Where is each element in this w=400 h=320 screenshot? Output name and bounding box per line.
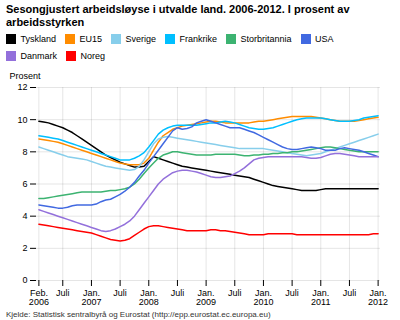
svg-text:Juli: Juli [343, 287, 357, 297]
svg-text:Jan.2012: Jan.2012 [368, 287, 388, 306]
html-text:Storbritannia: Storbritannia [240, 34, 292, 45]
svg-text:2: 2 [22, 243, 27, 253]
svg-text:4: 4 [22, 211, 27, 221]
svg-text:Feb.2006: Feb.2006 [29, 287, 49, 306]
svg-text:12: 12 [17, 82, 27, 92]
html-text:Noreg: Noreg [80, 50, 105, 61]
svg-text:Juli: Juli [228, 287, 242, 297]
svg-text:Juli: Juli [113, 287, 127, 297]
html-text:Danmark: Danmark [20, 50, 57, 61]
svg-text:Juli: Juli [285, 287, 299, 297]
svg-text:Juli: Juli [56, 287, 70, 297]
svg-text:Prosent: Prosent [10, 70, 42, 80]
svg-text:6: 6 [22, 178, 27, 188]
html-text:Sesongjustert arbeidsløyse i u: Sesongjustert arbeidsløyse i utvalde lan… [6, 3, 350, 28]
svg-text:8: 8 [22, 146, 27, 156]
html-text:Frankrike: Frankrike [179, 34, 218, 45]
html-text:EU15: EU15 [79, 34, 102, 45]
svg-text:0: 0 [22, 275, 27, 285]
svg-text:Jan.2007: Jan.2007 [81, 287, 101, 306]
html-text:Kjelde: Statistisk sentralbyrå: Kjelde: Statistisk sentralbyrå og Eurost… [6, 309, 271, 319]
svg-text:Juli: Juli [171, 287, 185, 297]
html-text:USA: USA [315, 34, 334, 45]
svg-text:Jan.2009: Jan.2009 [196, 287, 216, 306]
html-text:Tyskland: Tyskland [20, 34, 56, 45]
svg-text:10: 10 [17, 114, 27, 124]
svg-text:Jan.2010: Jan.2010 [253, 287, 273, 306]
svg-text:Jan.2008: Jan.2008 [139, 287, 159, 306]
html-text:Sverige: Sverige [125, 34, 157, 45]
svg-text:Jan.2011: Jan.2011 [311, 287, 330, 306]
